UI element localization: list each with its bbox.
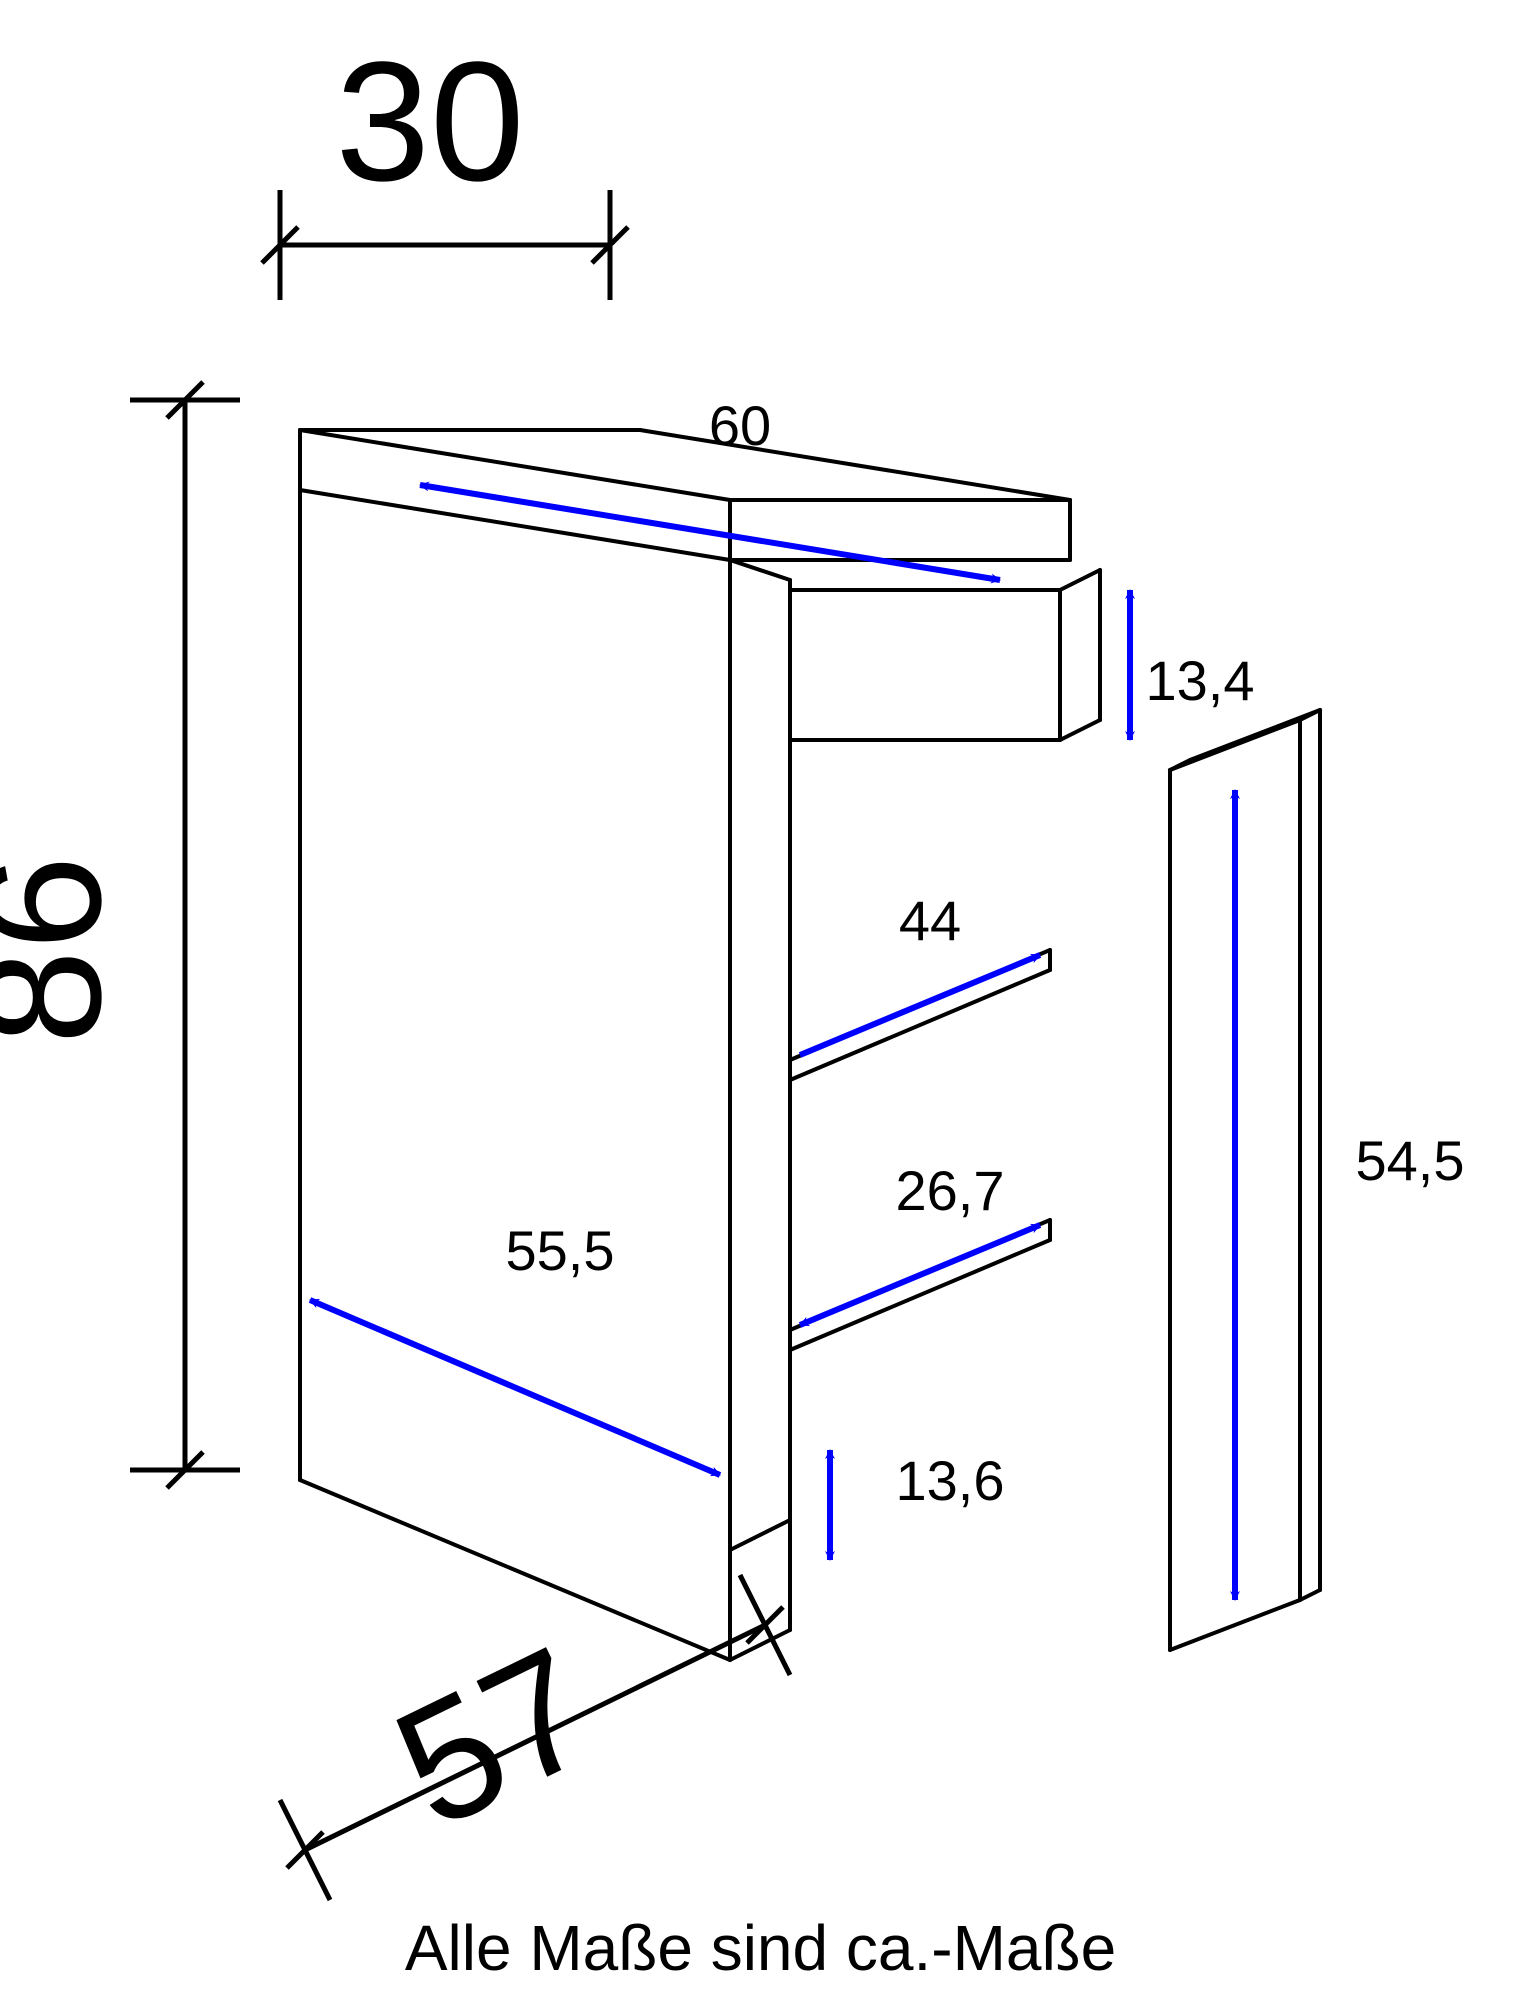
measure-label: 44 xyxy=(899,889,961,952)
measure-label: 13,6 xyxy=(896,1449,1005,1512)
measure-label: 26,7 xyxy=(896,1159,1005,1222)
measure-label: 54,5 xyxy=(1356,1129,1465,1192)
measure-label: 60 xyxy=(709,394,771,457)
dimension-label: 30 xyxy=(335,27,524,217)
measure-label: 13,4 xyxy=(1146,649,1255,712)
dimension-label: 86 xyxy=(0,855,137,1044)
caption-text: Alle Maße sind ca.-Maße xyxy=(405,1912,1116,1984)
measure-label: 55,5 xyxy=(506,1219,615,1282)
